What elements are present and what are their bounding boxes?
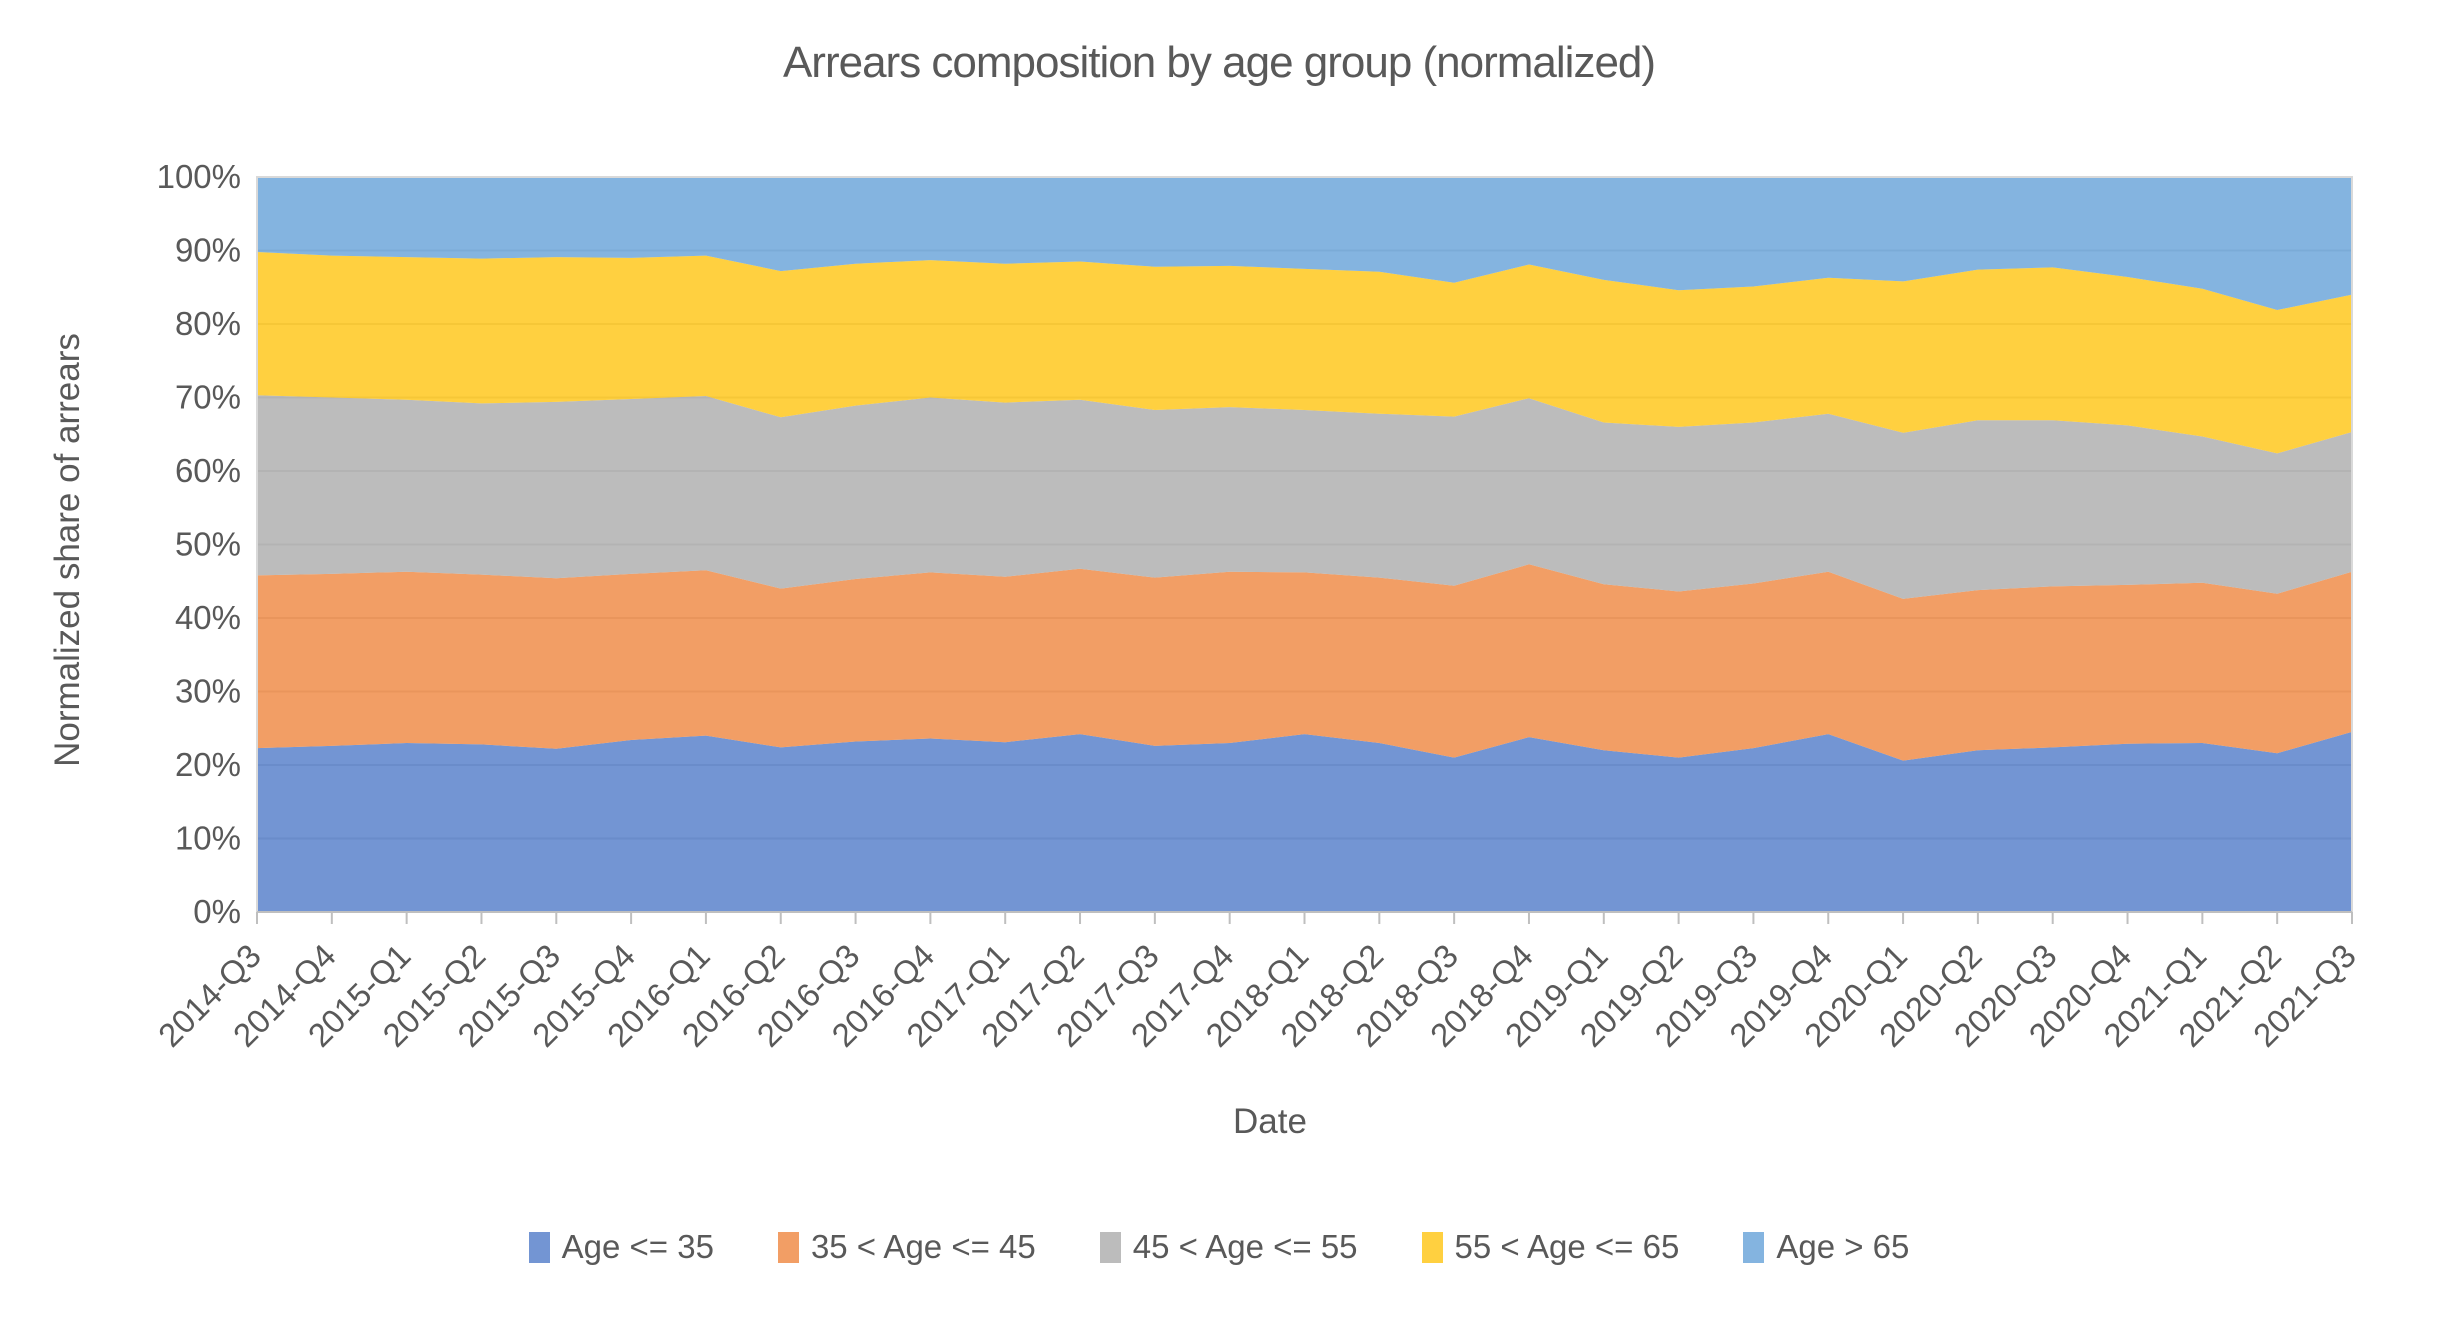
x-axis-title: Date: [1233, 1102, 1307, 1141]
y-tick-label: 30%: [175, 673, 241, 710]
legend-label: 45 < Age <= 55: [1132, 1228, 1358, 1265]
y-tick-label: 20%: [175, 746, 241, 783]
legend-item: 45 < Age <= 55: [1099, 1228, 1358, 1266]
legend-swatch: [777, 1231, 799, 1263]
chart-title: Arrears composition by age group (normal…: [782, 38, 1656, 87]
series-area: [257, 395, 2352, 599]
y-tick-label: 40%: [175, 599, 241, 636]
legend-item: Age <= 35: [528, 1228, 714, 1266]
y-tick-label: 70%: [175, 379, 241, 416]
y-tick-label: 60%: [175, 452, 241, 489]
legend-item: Age > 65: [1743, 1228, 1909, 1266]
y-tick-label: 100%: [157, 158, 241, 195]
legend-swatch: [528, 1231, 550, 1263]
series-area: [257, 177, 2352, 310]
legend-item: 35 < Age <= 45: [777, 1228, 1036, 1266]
y-tick-label: 90%: [175, 232, 241, 269]
series-area: [257, 252, 2352, 454]
legend-label: Age <= 35: [561, 1228, 714, 1265]
legend-item: 55 < Age <= 65: [1421, 1228, 1680, 1266]
legend-label: 55 < Age <= 65: [1454, 1228, 1680, 1265]
legend: Age <= 35 35 < Age <= 45 45 < Age <= 55 55 …: [0, 1228, 2438, 1266]
legend-swatch: [1743, 1231, 1765, 1263]
legend-swatch: [1099, 1231, 1121, 1263]
series-area: [257, 731, 2352, 912]
y-tick-label: 10%: [175, 820, 241, 857]
y-tick-label: 50%: [175, 526, 241, 563]
legend-swatch: [1421, 1231, 1443, 1263]
series-area: [257, 564, 2352, 761]
y-tick-label: 0%: [193, 893, 241, 930]
legend-label: Age > 65: [1776, 1228, 1910, 1265]
y-tick-label: 80%: [175, 305, 241, 342]
legend-label: 35 < Age <= 45: [810, 1228, 1036, 1265]
